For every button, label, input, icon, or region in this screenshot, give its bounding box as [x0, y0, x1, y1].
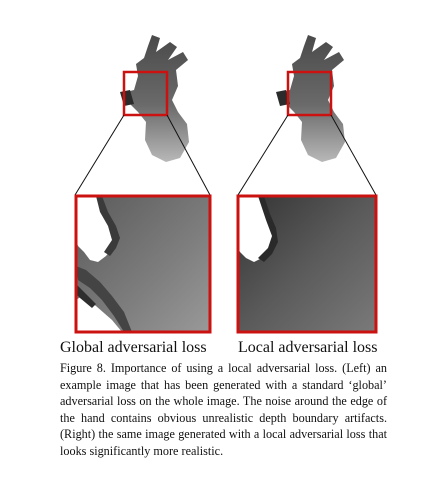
- left-zoom-panel: [74, 194, 212, 334]
- right-panel-label: Local adversarial loss: [238, 339, 378, 356]
- left-panel-label: Global adversarial loss: [60, 339, 207, 356]
- figure-caption: Figure 8. Importance of using a local ad…: [60, 360, 387, 460]
- caption-label: Figure 8.: [60, 361, 106, 375]
- left-hand-image: [120, 35, 189, 162]
- right-crop-box: [286, 70, 333, 117]
- zoom-connectors: [74, 114, 377, 196]
- right-zoom-panel: [236, 194, 378, 334]
- left-crop-box: [122, 70, 169, 117]
- figure-artwork: [74, 35, 378, 334]
- caption-text: Importance of using a local adversarial …: [60, 361, 387, 458]
- right-hand-image: [276, 35, 345, 162]
